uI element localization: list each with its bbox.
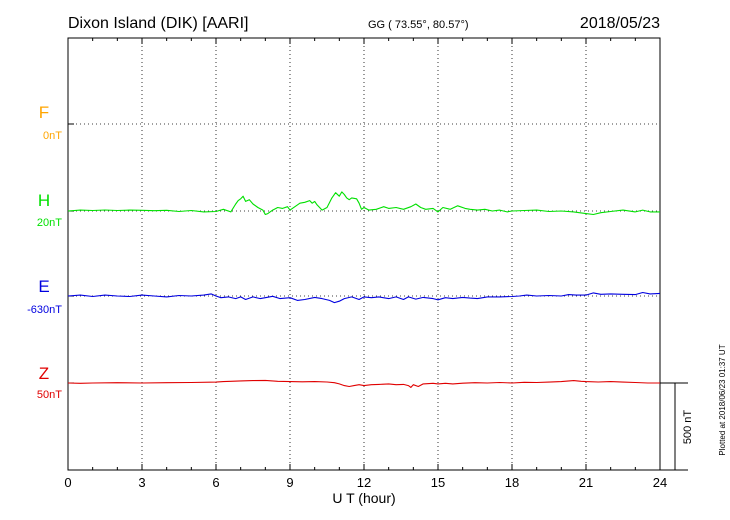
scale-bar: 500 nT: [660, 382, 694, 471]
series-z-name: Z: [39, 364, 49, 383]
series-e-line: [67, 291, 661, 304]
series-z-baseline: 50nT: [37, 389, 62, 401]
x-tick-label: 6: [212, 475, 219, 490]
scale-bar-label: 500 nT: [682, 410, 694, 445]
chart-date: 2018/05/23: [580, 15, 660, 32]
x-tick-label: 21: [579, 475, 593, 490]
x-tick-label: 12: [357, 475, 371, 490]
x-axis: 0 3 6 9 12 15 18 21 24: [64, 37, 667, 490]
trace-labels: F 0nT H 20nT E -630nT Z 50nT: [27, 103, 62, 401]
x-tick-label: 9: [286, 475, 293, 490]
x-tick-label: 24: [653, 475, 667, 490]
plotted-timestamp: Plotted at 2018/06/23 01:37 UT: [718, 344, 727, 455]
grid-layer: [68, 38, 660, 470]
x-tick-label: 15: [431, 475, 445, 490]
x-axis-label: U T (hour): [332, 490, 395, 506]
series-h-baseline: 20nT: [37, 217, 62, 229]
series-e-name: E: [38, 277, 49, 296]
series-layer: [67, 191, 661, 388]
station-coords: GG ( 73.55°, 80.57°): [368, 19, 469, 31]
x-tick-label: 0: [64, 475, 71, 490]
series-h-line: [67, 191, 660, 216]
station-title: Dixon Island (DIK) [AARI]: [68, 15, 249, 32]
series-f-name: F: [39, 103, 49, 122]
x-tick-label: 18: [505, 475, 519, 490]
x-tick-label: 3: [138, 475, 145, 490]
series-e-baseline: -630nT: [27, 304, 62, 316]
series-h-name: H: [38, 191, 50, 210]
series-f-baseline: 0nT: [43, 130, 62, 142]
series-z-line: [67, 379, 660, 388]
